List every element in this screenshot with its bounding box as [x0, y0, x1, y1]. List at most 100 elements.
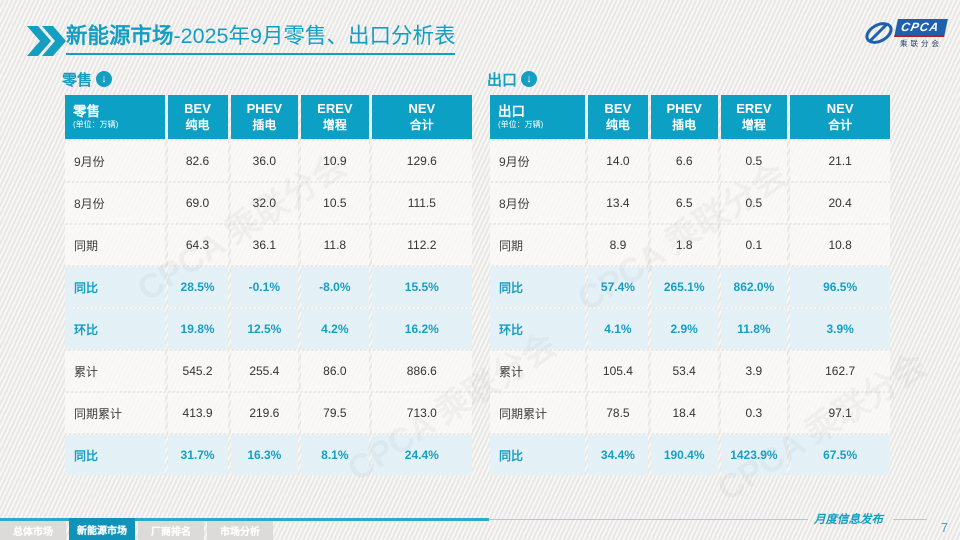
cpca-logo: CPCA 乘联分会 — [864, 15, 950, 53]
export-panel: 出口 ↓ 出口 (单位：万辆) BEV 纯电 PHEV 插电 EREV 增程 NEV 合… — [487, 68, 893, 477]
tab-overall-market[interactable]: 总体市场 — [0, 521, 66, 540]
cell-value: 8.9 — [588, 225, 648, 265]
cell-value: 13.4 — [588, 183, 648, 223]
cell-value: 105.4 — [588, 351, 648, 391]
table-row: 同比 57.4% 265.1% 862.0% 96.5% — [490, 267, 890, 307]
column-header-bev: BEV 纯电 — [167, 95, 228, 139]
tab-market-analysis[interactable]: 市场分析 — [207, 521, 273, 540]
retail-table: 零售 (单位：万辆) BEV 纯电 PHEV 插电 EREV 增程 NEV 合计 9月份… — [62, 93, 475, 477]
cell-value: 32.0 — [230, 183, 299, 223]
cell-value: 190.4% — [650, 435, 718, 475]
column-header-erev: EREV 增程 — [720, 95, 788, 139]
cell-value: 96.5% — [790, 267, 890, 307]
row-label: 同期 — [490, 225, 586, 265]
cell-value: 10.8 — [790, 225, 890, 265]
cell-value: 0.3 — [720, 393, 788, 433]
cpca-logo-text: CPCA — [894, 19, 948, 37]
tab-oem-ranking[interactable]: 厂商排名 — [138, 521, 204, 540]
row-label: 同比 — [65, 267, 165, 307]
cell-value: -8.0% — [301, 267, 369, 307]
table-row: 同期 64.3 36.1 11.8 112.2 — [65, 225, 472, 265]
table-row: 同比 31.7% 16.3% 8.1% 24.4% — [65, 435, 472, 475]
cell-value: 8.1% — [301, 435, 369, 475]
table-row: 同期累计 413.9 219.6 79.5 713.0 — [65, 393, 472, 433]
row-label: 同期 — [65, 225, 165, 265]
table-row: 8月份 69.0 32.0 10.5 111.5 — [65, 183, 472, 223]
table-row: 累计 545.2 255.4 86.0 886.6 — [65, 351, 472, 391]
cell-value: 2.9% — [650, 309, 718, 349]
cell-value: 265.1% — [650, 267, 718, 307]
cell-value: 11.8% — [720, 309, 788, 349]
page-title: 新能源市场-2025年9月零售、出口分析表 — [66, 23, 456, 55]
cell-value: 0.5 — [720, 141, 788, 181]
row-label: 同比 — [490, 435, 586, 475]
cell-value: 10.5 — [301, 183, 369, 223]
cpca-swoosh-icon — [865, 22, 893, 44]
table-row: 同比 34.4% 190.4% 1423.9% 67.5% — [490, 435, 890, 475]
cell-value: 1423.9% — [720, 435, 788, 475]
tab-nev-market[interactable]: 新能源市场 — [69, 518, 135, 540]
cell-value: 112.2 — [371, 225, 472, 265]
cell-value: 545.2 — [167, 351, 228, 391]
row-label: 同期累计 — [65, 393, 165, 433]
cell-value: 4.1% — [588, 309, 648, 349]
row-label: 9月份 — [65, 141, 165, 181]
page-title-bold: 新能源市场 — [66, 24, 174, 48]
down-arrow-icon: ↓ — [96, 71, 113, 87]
cell-value: 34.4% — [588, 435, 648, 475]
table-row: 9月份 82.6 36.0 10.9 129.6 — [65, 141, 472, 181]
cell-value: 18.4 — [650, 393, 718, 433]
column-header-bev: BEV 纯电 — [588, 95, 648, 139]
table-row: 同期 8.9 1.8 0.1 10.8 — [490, 225, 890, 265]
cell-value: 21.1 — [790, 141, 890, 181]
row-label: 9月份 — [490, 141, 586, 181]
cell-value: -0.1% — [230, 267, 299, 307]
retail-header-row: 零售 (单位：万辆) BEV 纯电 PHEV 插电 EREV 增程 NEV 合计 — [65, 95, 472, 139]
row-label: 同期累计 — [490, 393, 586, 433]
cell-value: 111.5 — [371, 183, 472, 223]
table-row: 环比 19.8% 12.5% 4.2% 16.2% — [65, 309, 472, 349]
cell-value: 886.6 — [371, 351, 472, 391]
column-header-phev: PHEV 插电 — [650, 95, 718, 139]
cell-value: 413.9 — [167, 393, 228, 433]
row-label: 累计 — [65, 351, 165, 391]
retail-header-title: 零售 (单位：万辆) — [65, 95, 165, 139]
cell-value: 79.5 — [301, 393, 369, 433]
cell-value: 162.7 — [790, 351, 890, 391]
cell-value: 97.1 — [790, 393, 890, 433]
row-label: 同比 — [490, 267, 586, 307]
cell-value: 53.4 — [650, 351, 718, 391]
cell-value: 0.1 — [720, 225, 788, 265]
table-row: 同比 28.5% -0.1% -8.0% 15.5% — [65, 267, 472, 307]
double-chevron-icon — [27, 26, 66, 56]
table-row: 8月份 13.4 6.5 0.5 20.4 — [490, 183, 890, 223]
cell-value: 10.9 — [301, 141, 369, 181]
cell-value: 78.5 — [588, 393, 648, 433]
row-label: 环比 — [490, 309, 586, 349]
footer-dash-line — [893, 519, 927, 520]
row-label: 环比 — [65, 309, 165, 349]
export-header-row: 出口 (单位：万辆) BEV 纯电 PHEV 插电 EREV 增程 NEV 合计 — [490, 95, 890, 139]
footer-note: 月度信息发布 — [814, 514, 883, 526]
section-head-export: 出口 ↓ — [487, 68, 893, 90]
section-label-retail: 零售 — [62, 71, 93, 89]
footer-accent-line — [0, 518, 489, 521]
column-header-nev: NEV 合计 — [790, 95, 890, 139]
cell-value: 3.9% — [790, 309, 890, 349]
cell-value: 3.9 — [720, 351, 788, 391]
retail-panel: 零售 ↓ 零售 (单位：万辆) BEV 纯电 PHEV 插电 EREV 增程 NEV 合… — [62, 68, 475, 477]
cell-value: 19.8% — [167, 309, 228, 349]
cell-value: 255.4 — [230, 351, 299, 391]
down-arrow-icon: ↓ — [521, 71, 538, 87]
section-head-retail: 零售 ↓ — [62, 68, 475, 90]
page-title-rest: -2025年9月零售、出口分析表 — [173, 24, 456, 48]
cell-value: 31.7% — [167, 435, 228, 475]
cell-value: 1.8 — [650, 225, 718, 265]
cell-value: 36.1 — [230, 225, 299, 265]
row-label: 累计 — [490, 351, 586, 391]
cell-value: 82.6 — [167, 141, 228, 181]
cell-value: 713.0 — [371, 393, 472, 433]
cell-value: 67.5% — [790, 435, 890, 475]
cpca-logo-subtitle: 乘联分会 — [900, 39, 942, 48]
